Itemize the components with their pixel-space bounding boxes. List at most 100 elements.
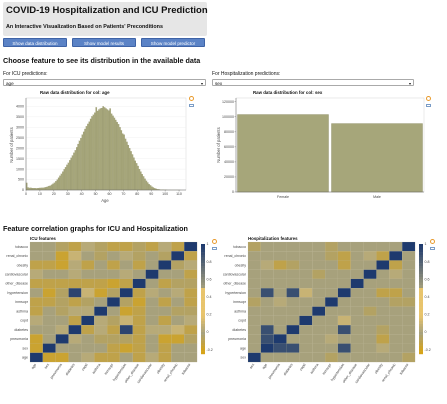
- hover-tool-icon[interactable]: [189, 104, 194, 107]
- hosp-cell: [286, 297, 300, 307]
- icu-colorbar-segment: [201, 279, 205, 283]
- hosp-colorbar-segment: [419, 321, 423, 324]
- hosp-col-label: sex: [249, 363, 256, 370]
- age-xtick-label: 10: [38, 192, 42, 196]
- hosp-cell: [260, 297, 274, 307]
- bokeh-logo-icon: [430, 239, 435, 244]
- icu-colorbar-tick: 0: [207, 330, 209, 334]
- hosp-cell: [299, 260, 313, 270]
- hosp-cell: [299, 315, 313, 326]
- hosp-cell: [273, 269, 287, 280]
- hosp-cell: [273, 297, 287, 307]
- hosp-cell: [350, 334, 364, 344]
- hover-tool-icon[interactable]: [212, 247, 217, 250]
- hosp-feature-select[interactable]: sex ▾: [212, 79, 414, 86]
- hosp-cell: [402, 288, 416, 298]
- hosp-colorbar-segment: [419, 290, 423, 294]
- hosp-cell: [286, 325, 300, 335]
- hosp-cell: [389, 288, 403, 298]
- hosp-colorbar-segment: [419, 343, 423, 346]
- correlation-heading: Feature correlation graphs for ICU and H…: [3, 224, 188, 233]
- hosp-colorbar-segment: [419, 348, 423, 352]
- hosp-cell: [376, 251, 390, 261]
- icu-colorbar-segment: [201, 310, 205, 313]
- hosp-cell: [286, 288, 300, 298]
- hosp-cell: [350, 343, 364, 353]
- icu-colorbar-tick: 0.2: [207, 313, 212, 317]
- hosp-cell: [325, 241, 339, 252]
- icu-colorbar-segment: [201, 296, 205, 300]
- hosp-cell: [299, 325, 313, 335]
- hosp-col-label: inmsupr: [322, 362, 333, 375]
- hosp-cell: [273, 343, 287, 353]
- age-xtick-label: 100: [162, 192, 168, 196]
- hosp-cell: [312, 315, 326, 326]
- icu-colorbar-tick: -0.2: [207, 348, 213, 352]
- hosp-cell: [247, 251, 261, 261]
- hosp-col-label: obesity: [374, 363, 384, 375]
- hosp-colorbar-segment: [419, 310, 423, 313]
- hosp-cell: [260, 288, 274, 298]
- icu-colorbar-segment: [201, 290, 205, 294]
- hosp-colorbar-segment: [419, 307, 423, 311]
- icu-row-label: pneumonia: [10, 337, 28, 341]
- icu-feature-select[interactable]: age ▾: [3, 79, 206, 86]
- age-ytick-label: 1500: [16, 157, 24, 161]
- hover-tool-icon[interactable]: [426, 104, 431, 107]
- hosp-cell: [402, 297, 416, 307]
- hosp-cell: [299, 288, 313, 298]
- icu-colorbar-segment: [201, 246, 205, 250]
- hosp-cell: [273, 306, 287, 316]
- hosp-cell: [389, 325, 403, 335]
- hosp-col-label: pneumonia: [267, 363, 280, 380]
- hosp-row-label: renal_chronic: [224, 254, 246, 258]
- bokeh-logo-icon: [426, 96, 431, 101]
- hosp-cell: [389, 352, 403, 363]
- distribution-heading: Choose feature to see its distribution i…: [3, 56, 201, 65]
- hosp-colorbar-segment: [419, 351, 423, 355]
- hosp-cell: [299, 306, 313, 316]
- bokeh-logo-icon: [212, 239, 217, 244]
- hosp-cell: [337, 334, 351, 344]
- hosp-cell: [286, 306, 300, 316]
- hosp-cell: [389, 297, 403, 307]
- hosp-cell: [337, 269, 351, 280]
- hosp-cell: [337, 315, 351, 326]
- sex-ytick-label: 60000: [224, 145, 234, 149]
- hosp-cell: [312, 251, 326, 261]
- hosp-colorbar-segment: [419, 312, 423, 316]
- icu-col-label: inmsupr: [104, 362, 115, 375]
- icu-row-label: copd: [20, 319, 28, 323]
- show-data-distribution-button[interactable]: Show data distribution: [3, 38, 67, 47]
- show-model-predictor-button[interactable]: Show model predictor: [141, 38, 205, 47]
- hosp-colorbar-segment: [419, 323, 423, 327]
- sex-ytick-label: 40000: [224, 160, 234, 164]
- hosp-cell: [325, 269, 339, 280]
- hosp-cell: [376, 288, 390, 298]
- icu-colorbar-segment: [201, 312, 205, 316]
- hosp-cell: [389, 251, 403, 261]
- show-model-results-button[interactable]: Show model results: [72, 38, 136, 47]
- hosp-cell: [402, 325, 416, 335]
- hosp-cell: [337, 260, 351, 270]
- hosp-cell: [376, 334, 390, 344]
- hosp-select-label: For Hospitalization predictions:: [212, 71, 281, 77]
- icu-col-label: sex: [44, 363, 51, 370]
- sex-ylabel: Number of patients: [216, 127, 221, 162]
- hosp-cell: [299, 297, 313, 307]
- hosp-cell: [325, 278, 339, 289]
- icu-colorbar-segment: [201, 348, 205, 352]
- hosp-cell: [376, 306, 390, 316]
- icu-colorbar-segment: [201, 268, 205, 272]
- hosp-cell: [247, 306, 261, 316]
- icu-colorbar-segment: [201, 337, 205, 341]
- hosp-row-label: copd: [238, 319, 246, 323]
- hosp-cell: [325, 306, 339, 316]
- hosp-cell: [363, 297, 377, 307]
- age-xtick-label: 90: [149, 192, 153, 196]
- icu-row-label: renal_chronic: [6, 254, 28, 258]
- hover-tool-icon[interactable]: [430, 247, 435, 250]
- hosp-colorbar-tick: 0: [425, 330, 427, 334]
